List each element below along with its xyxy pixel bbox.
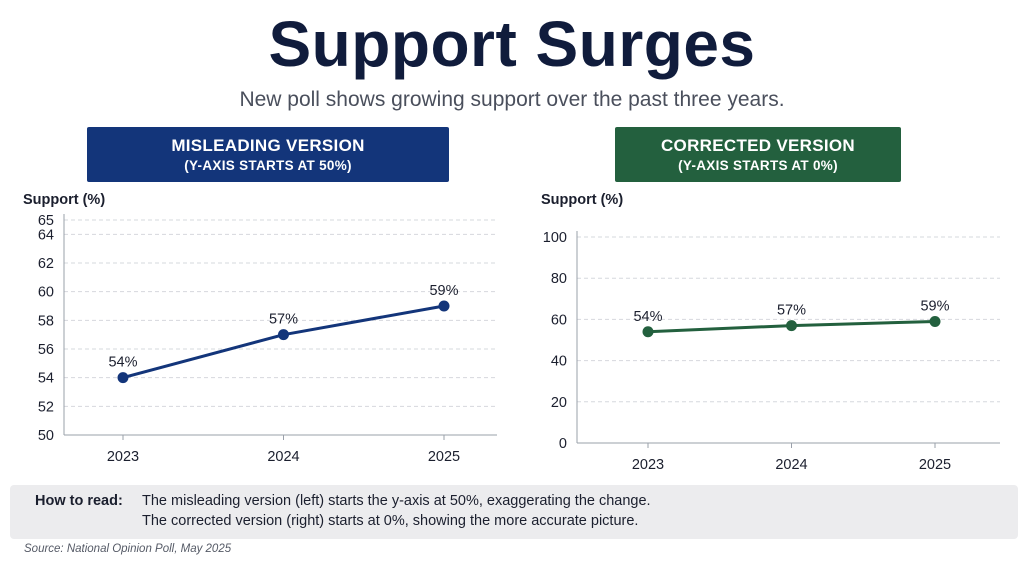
how-to-read-line-1: The misleading version (left) starts the…	[142, 493, 651, 509]
left-data-label-2023: 54%	[108, 355, 137, 371]
left-x-tick-2024: 2024	[267, 449, 299, 465]
right-y-tick-40: 40	[551, 354, 567, 370]
right-y-tick-60: 60	[551, 312, 567, 328]
how-to-read-line-2: The corrected version (right) starts at …	[142, 513, 639, 529]
left-y-tick-50: 50	[38, 428, 54, 444]
right-x-tick-2023: 2023	[632, 457, 664, 473]
how-to-read-note: How to read: The misleading version (lef…	[10, 485, 1018, 539]
left-y-tick-52: 52	[38, 399, 54, 415]
left-x-tick-2023: 2023	[107, 449, 139, 465]
left-data-label-2025: 59%	[429, 283, 458, 299]
right-point-2024	[786, 320, 797, 332]
corrected-badge-sublabel: (Y-AXIS STARTS AT 0%)	[678, 157, 838, 173]
left-point-2023	[117, 372, 129, 384]
left-y-tick-64: 64	[38, 227, 54, 243]
right-y-tick-80: 80	[551, 271, 567, 287]
left-point-2025	[438, 300, 450, 312]
source-note: Source: National Opinion Poll, May 2025	[24, 543, 232, 555]
page-title: Support Surges	[268, 8, 756, 80]
right-data-label-2023: 54%	[633, 309, 662, 325]
left-point-2024	[278, 329, 289, 341]
right-point-2025	[929, 315, 941, 327]
left-y-tick-62: 62	[38, 256, 54, 272]
right-y-tick-20: 20	[551, 395, 567, 411]
left-y-tick-54: 54	[38, 371, 54, 387]
how-to-read-label: How to read:	[35, 493, 123, 509]
right-point-2023	[642, 326, 654, 338]
right-x-tick-2024: 2024	[775, 457, 807, 473]
misleading-badge-label: MISLEADING VERSION	[171, 135, 365, 155]
left-y-tick-60: 60	[38, 285, 54, 301]
right-y-tick-100: 100	[543, 230, 567, 246]
left-y-tick-65: 65	[38, 213, 54, 229]
right-data-label-2025: 59%	[920, 298, 949, 314]
left-y-tick-56: 56	[38, 342, 54, 358]
right-data-label-2024: 57%	[777, 303, 806, 319]
left-y-axis-label: Support (%)	[23, 192, 105, 208]
page-subtitle: New poll shows growing support over the …	[239, 88, 785, 111]
misleading-badge-sublabel: (Y-AXIS STARTS AT 50%)	[184, 157, 352, 173]
corrected-version-badge: CORRECTED VERSION (Y-AXIS STARTS AT 0%)	[615, 127, 901, 182]
right-y-tick-0: 0	[559, 436, 567, 452]
left-y-tick-58: 58	[38, 313, 54, 329]
right-y-axis-label: Support (%)	[541, 192, 623, 208]
corrected-badge-label: CORRECTED VERSION	[660, 135, 855, 155]
misleading-version-badge: MISLEADING VERSION (Y-AXIS STARTS AT 50%…	[87, 127, 449, 182]
left-data-label-2024: 57%	[269, 312, 298, 328]
right-x-tick-2025: 2025	[919, 457, 951, 473]
left-x-tick-2025: 2025	[428, 449, 460, 465]
